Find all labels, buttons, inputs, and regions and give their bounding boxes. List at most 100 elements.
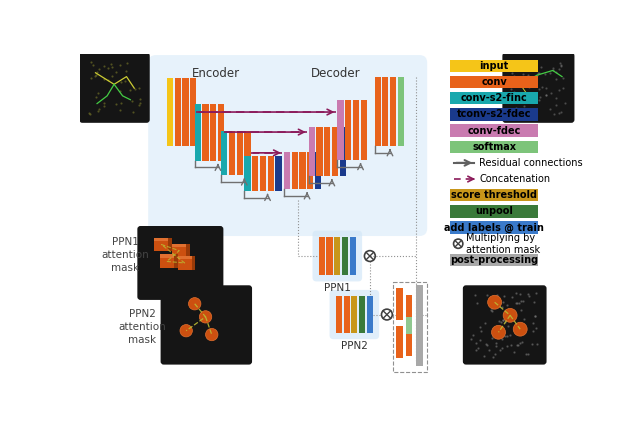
Text: PPN1: PPN1 <box>324 283 351 293</box>
Point <box>488 304 498 311</box>
FancyBboxPatch shape <box>334 237 340 275</box>
FancyBboxPatch shape <box>284 152 290 189</box>
FancyBboxPatch shape <box>451 124 538 136</box>
Point <box>534 93 545 100</box>
FancyBboxPatch shape <box>337 100 344 160</box>
Point <box>496 318 506 325</box>
FancyBboxPatch shape <box>344 296 349 333</box>
Point <box>106 64 116 71</box>
Circle shape <box>205 328 218 341</box>
Point <box>506 342 516 349</box>
Point <box>497 335 507 343</box>
FancyBboxPatch shape <box>168 238 172 252</box>
Point <box>134 102 145 109</box>
Point <box>480 319 490 326</box>
Point <box>514 57 524 64</box>
Point <box>522 94 532 101</box>
Point <box>502 343 512 350</box>
Point <box>115 107 125 114</box>
FancyBboxPatch shape <box>330 290 379 339</box>
Point <box>541 91 551 98</box>
FancyBboxPatch shape <box>172 244 186 258</box>
Point <box>128 108 138 116</box>
Point <box>547 90 557 97</box>
Point <box>550 75 561 82</box>
FancyBboxPatch shape <box>161 285 252 364</box>
FancyBboxPatch shape <box>174 255 178 268</box>
FancyBboxPatch shape <box>268 156 274 190</box>
Point <box>91 72 101 79</box>
Text: conv: conv <box>481 77 507 87</box>
Text: input: input <box>479 61 509 71</box>
FancyBboxPatch shape <box>275 156 282 190</box>
Circle shape <box>488 295 502 309</box>
Point <box>513 342 524 349</box>
Point <box>519 103 529 110</box>
Point <box>527 328 538 335</box>
FancyBboxPatch shape <box>244 156 250 190</box>
FancyBboxPatch shape <box>502 53 575 123</box>
Point <box>502 323 513 330</box>
FancyBboxPatch shape <box>148 55 428 236</box>
FancyBboxPatch shape <box>175 78 180 146</box>
Point <box>499 328 509 335</box>
Point <box>516 306 527 314</box>
FancyBboxPatch shape <box>451 108 538 120</box>
Point <box>500 333 510 340</box>
Point <box>514 300 524 307</box>
Point <box>531 289 541 296</box>
Point <box>86 58 97 65</box>
Point <box>99 75 109 83</box>
FancyBboxPatch shape <box>260 156 266 190</box>
Point <box>511 300 521 307</box>
Point <box>525 105 536 112</box>
Point <box>85 111 95 118</box>
Point <box>482 292 492 299</box>
Point <box>505 332 515 339</box>
Point <box>507 77 517 84</box>
Point <box>518 70 528 78</box>
Point <box>492 340 502 347</box>
FancyBboxPatch shape <box>79 53 150 123</box>
Point <box>497 303 507 310</box>
FancyBboxPatch shape <box>221 131 227 175</box>
Point <box>541 92 551 99</box>
Point <box>487 307 497 314</box>
Point <box>541 84 551 91</box>
FancyBboxPatch shape <box>186 244 190 258</box>
Point <box>99 102 109 109</box>
FancyBboxPatch shape <box>451 189 538 201</box>
FancyBboxPatch shape <box>218 103 224 161</box>
Text: PPN2: PPN2 <box>341 341 368 351</box>
Point <box>512 341 522 348</box>
Point <box>532 71 542 78</box>
Point <box>534 70 544 77</box>
Point <box>515 291 525 298</box>
Point <box>485 297 495 305</box>
FancyBboxPatch shape <box>451 254 538 266</box>
FancyBboxPatch shape <box>451 60 538 72</box>
Point <box>91 93 101 100</box>
FancyBboxPatch shape <box>451 221 538 234</box>
FancyBboxPatch shape <box>359 296 365 333</box>
Point <box>103 64 113 71</box>
Point <box>470 346 481 353</box>
FancyBboxPatch shape <box>345 100 351 160</box>
Point <box>86 74 96 82</box>
Point <box>534 86 544 93</box>
Point <box>472 344 483 351</box>
Point <box>524 58 534 65</box>
FancyBboxPatch shape <box>237 131 243 175</box>
Point <box>548 66 558 74</box>
Point <box>486 307 496 314</box>
FancyBboxPatch shape <box>190 78 196 146</box>
Point <box>534 96 545 103</box>
Point <box>509 73 519 80</box>
FancyBboxPatch shape <box>315 152 321 189</box>
Point <box>467 336 477 343</box>
Point <box>528 74 538 81</box>
Point <box>506 86 516 93</box>
FancyBboxPatch shape <box>351 296 358 333</box>
Point <box>537 83 547 91</box>
Point <box>94 106 104 113</box>
